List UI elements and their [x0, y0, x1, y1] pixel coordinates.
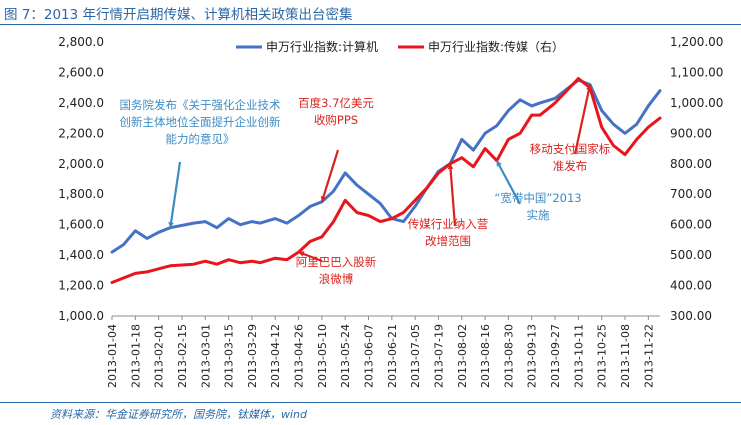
annotation-text: 传媒行业纳入营 [408, 217, 489, 231]
y-left-tick-label: 2,200.0 [58, 126, 104, 140]
x-tick-label: 2013-06-07 [363, 324, 376, 388]
annotation-arrowhead [320, 195, 327, 202]
annotation-arrowhead [586, 84, 592, 91]
annotation-arrowhead [447, 163, 454, 170]
y-right-tick-label: 400.00 [670, 279, 712, 293]
y-right-tick-label: 1,100.00 [670, 65, 723, 79]
legend-label: 申万行业指数:计算机 [266, 39, 378, 54]
source-note: 资料来源：华金证券研究所，国务院，钛媒体，wind [50, 408, 308, 421]
annotation-text: 创新主体地位全面提升企业创新 [120, 115, 281, 129]
annotation-text: 收购PPS [314, 113, 358, 127]
figure-title: 图 7：2013 年行情开启期传媒、计算机相关政策出台密集 [4, 7, 353, 23]
y-right-tick-label: 1,000.00 [670, 96, 723, 110]
x-tick-label: 2013-03-15 [223, 324, 236, 388]
annotation-arrow [320, 149, 340, 203]
annotation-text: 国务院发布《关于强化企业技术 [120, 98, 281, 112]
y-right-tick-label: 800.00 [670, 157, 712, 171]
y-left-tick-label: 1,200.0 [58, 279, 104, 293]
series-line-media [110, 77, 662, 284]
chart-legend: 申万行业指数:计算机 申万行业指数:传媒（右） [236, 39, 564, 54]
annotation-arrowhead [168, 222, 174, 228]
annotation-arrow [495, 160, 521, 205]
x-tick-label: 2013-11-22 [642, 324, 655, 388]
x-tick-label: 2013-06-21 [386, 324, 399, 388]
x-tick-label: 2013-10-11 [572, 324, 585, 388]
x-tick-label: 2013-07-05 [409, 324, 422, 388]
annotation-arrowhead [298, 251, 305, 257]
annotation-arrowhead [496, 160, 502, 167]
x-tick-label: 2013-03-29 [246, 324, 259, 388]
x-tick-label: 2013-07-19 [432, 324, 445, 388]
y-right-tick-label: 1,200.00 [670, 35, 723, 49]
x-tick-label: 2013-01-18 [129, 324, 142, 388]
line-chart: 1,000.0 1,200.0 1,400.0 1,600.0 1,800.0 2,000… [58, 35, 723, 388]
y-right-tick-label: 500.00 [670, 248, 712, 262]
y-right-tick-label: 900.00 [670, 126, 712, 140]
x-tick-label: 2013-09-27 [549, 324, 562, 388]
y-right-tick-label: 700.00 [670, 187, 712, 201]
annotation-text: 能力的意见》 [166, 132, 235, 146]
annotation-text: 阿里巴巴入股新 [296, 255, 377, 269]
source-divider [0, 402, 741, 403]
x-tick-label: 2013-10-25 [596, 324, 609, 388]
annotation-text: 浪微博 [319, 272, 354, 286]
y-left-tick-label: 2,000.0 [58, 157, 104, 171]
x-tick-label: 2013-05-10 [316, 324, 329, 388]
x-tick-label: 2013-09-13 [526, 324, 539, 388]
annotation-arrow [449, 163, 457, 227]
x-tick-label: 2013-01-04 [106, 324, 119, 388]
annotation-text: “宽带中国”2013 [494, 191, 581, 205]
y-left-tick-label: 2,400.0 [58, 96, 104, 110]
y-left-tick-label: 1,800.0 [58, 187, 104, 201]
x-tick-label: 2013-03-01 [199, 324, 212, 388]
annotation-text: 准发布 [553, 159, 588, 173]
x-tick-label: 2013-04-12 [269, 324, 282, 388]
x-tick-label: 2013-11-08 [619, 324, 632, 388]
y-right-tick-label: 600.00 [670, 218, 712, 232]
annotation-text: 实施 [527, 208, 550, 222]
y-left-tick-label: 2,600.0 [58, 65, 104, 79]
x-tick-label: 2013-02-15 [176, 324, 189, 388]
x-tick-label: 2013-08-30 [502, 324, 515, 388]
annotation-text: 移动支付国家标 [530, 142, 611, 156]
chart-axes: 1,000.0 1,200.0 1,400.0 1,600.0 1,800.0 2,000… [58, 35, 723, 388]
x-tick-label: 2013-08-16 [479, 324, 492, 388]
legend-label: 申万行业指数:传媒（右） [428, 39, 564, 54]
y-left-tick-label: 1,000.0 [58, 309, 104, 323]
x-tick-label: 2013-08-02 [456, 324, 469, 388]
title-divider [0, 24, 741, 25]
x-tick-label: 2013-02-01 [153, 324, 166, 388]
y-left-tick-label: 2,800.0 [58, 35, 104, 49]
y-left-tick-label: 1,600.0 [58, 218, 104, 232]
annotation-arrow [573, 84, 592, 155]
x-tick-label: 2013-05-24 [339, 324, 352, 388]
x-tick-label: 2013-04-26 [293, 324, 306, 388]
annotation-text: 改增范围 [425, 234, 471, 248]
y-left-tick-label: 1,400.0 [58, 248, 104, 262]
series-lines [110, 77, 662, 284]
y-right-tick-label: 300.00 [670, 309, 712, 323]
annotation-text: 百度3.7亿美元 [298, 96, 374, 110]
annotation-arrow [169, 161, 182, 228]
